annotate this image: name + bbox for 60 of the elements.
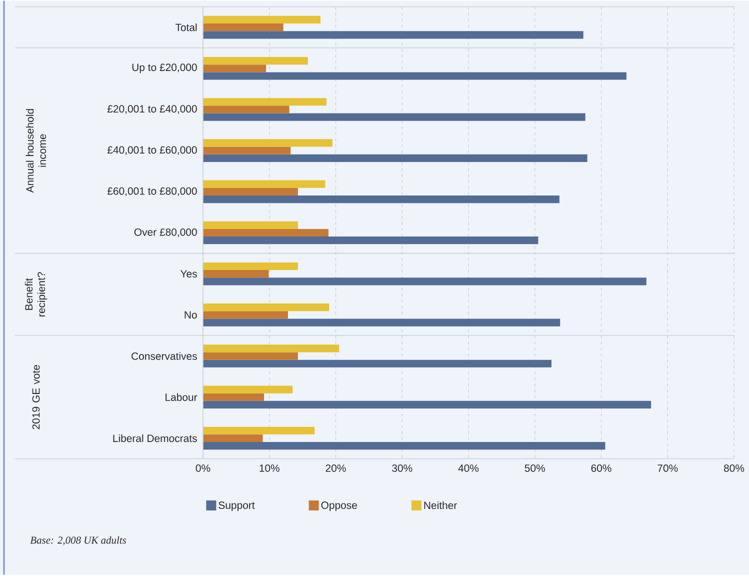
x-tick-label: 70% (658, 464, 678, 472)
bar (203, 270, 269, 278)
y-tick-label: £40,001 to £60,000 (107, 146, 197, 156)
bar (203, 401, 652, 409)
y-tick-label: £60,001 to £80,000 (107, 188, 197, 196)
y-tick-label: Total (175, 24, 197, 32)
text: Benefit recipient? (24, 272, 48, 317)
bar (203, 72, 626, 80)
bar (203, 311, 288, 319)
bar (203, 147, 291, 155)
text: Annual household income (26, 109, 46, 193)
legend-label: Neither (424, 502, 457, 510)
bar (203, 278, 646, 286)
bar (203, 442, 606, 450)
y-tick-label: £20,001 to £40,000 (107, 105, 197, 114)
bar (203, 180, 326, 188)
bar (203, 154, 588, 162)
text: Base: 2,008 UK adults (30, 536, 126, 546)
bar (203, 139, 332, 148)
text: 2019 GE vote (32, 365, 40, 430)
bar (203, 427, 315, 435)
y-tick-label: Yes (180, 270, 197, 278)
x-tick-label: 20% (326, 464, 346, 472)
bar (203, 394, 264, 402)
x-tick-label: 30% (392, 464, 412, 472)
bar (203, 236, 538, 244)
bar (203, 344, 340, 352)
bar (203, 360, 552, 368)
y-tick-label: Conservatives (132, 352, 197, 360)
bar (203, 434, 263, 442)
y-tick-label: Labour (166, 394, 198, 402)
x-tick-label: 0% (196, 464, 210, 472)
bar (203, 106, 290, 114)
bar (203, 386, 293, 394)
legend-label: Oppose (321, 502, 357, 512)
x-tick-label: 50% (524, 464, 545, 472)
bar (203, 64, 266, 72)
bar (203, 114, 586, 122)
bar (203, 229, 328, 237)
bar (203, 24, 284, 32)
bar (203, 196, 560, 204)
x-tick-label: 40% (458, 464, 479, 472)
x-tick-label: 10% (260, 464, 280, 472)
y-tick-label: Up to £20,000 (132, 64, 197, 74)
bar (203, 352, 298, 360)
bar (203, 16, 320, 24)
x-tick-label: 60% (591, 464, 612, 472)
bar (203, 57, 308, 65)
y-tick-label: Over £80,000 (134, 228, 197, 238)
bar (203, 262, 298, 270)
bar (203, 31, 584, 39)
y-tick-label: No (184, 312, 197, 319)
bar (203, 318, 560, 327)
x-tick-label: 80% (724, 464, 744, 472)
bar (203, 188, 298, 196)
legend-label: Support (218, 502, 255, 512)
y-tick-label: Liberal Democrats (113, 434, 197, 442)
bar (203, 304, 330, 312)
bar (203, 222, 298, 230)
bar (203, 98, 326, 106)
